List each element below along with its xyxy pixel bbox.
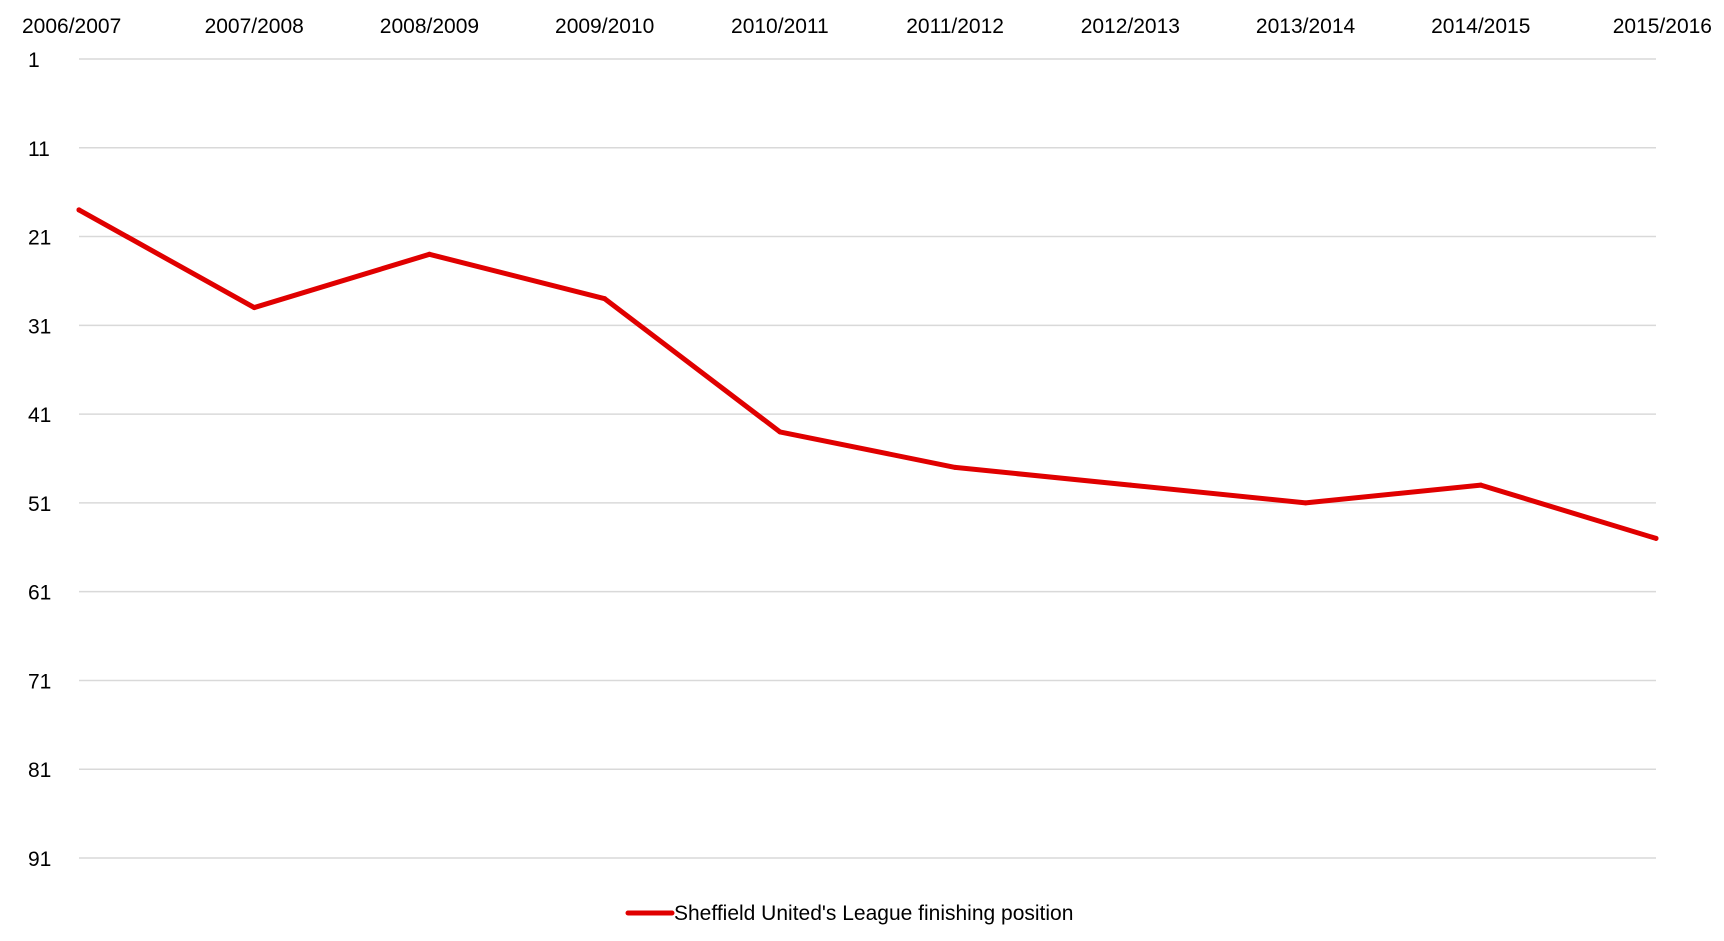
x-tick-label: 2008/2009 [380,15,479,38]
y-tick-label: 11 [28,138,50,161]
series-line [76,207,1659,541]
y-tick-label: 91 [28,848,51,871]
series-group [76,207,1659,541]
data-point [602,296,608,302]
y-tick-label: 71 [28,670,51,693]
y-tick-label: 31 [28,315,51,338]
x-axis-tick-labels: 2006/2007 2007/2008 2008/2009 2009/2010 2010… [22,15,1712,38]
x-tick-label: 2015/2016 [1613,15,1712,38]
y-tick-label: 61 [28,582,51,605]
x-tick-label: 2006/2007 [22,15,121,38]
y-tick-label: 51 [28,493,51,516]
data-point [1478,482,1484,488]
data-point [251,305,257,311]
y-tick-label: 1 [28,49,40,72]
x-tick-label: 2007/2008 [205,15,304,38]
gridlines [79,58,1656,859]
legend: Sheffield United's League finishing posi… [625,902,1073,925]
x-tick-label: 2010/2011 [731,15,829,38]
x-tick-label: 2009/2010 [555,15,654,38]
data-point [76,207,82,213]
data-point [1303,500,1309,506]
y-tick-label: 21 [28,227,51,250]
data-point [1653,535,1659,541]
data-point [952,464,958,470]
data-point [1127,482,1133,488]
y-tick-label: 41 [28,404,51,427]
data-point [777,429,783,435]
x-tick-label: 2014/2015 [1431,15,1530,38]
x-tick-label: 2013/2014 [1256,15,1356,38]
data-point [426,251,432,257]
x-tick-label: 2012/2013 [1081,15,1180,38]
y-tick-label: 81 [28,759,51,782]
legend-label: Sheffield United's League finishing posi… [674,902,1073,925]
x-tick-label: 2011/2012 [906,15,1004,38]
